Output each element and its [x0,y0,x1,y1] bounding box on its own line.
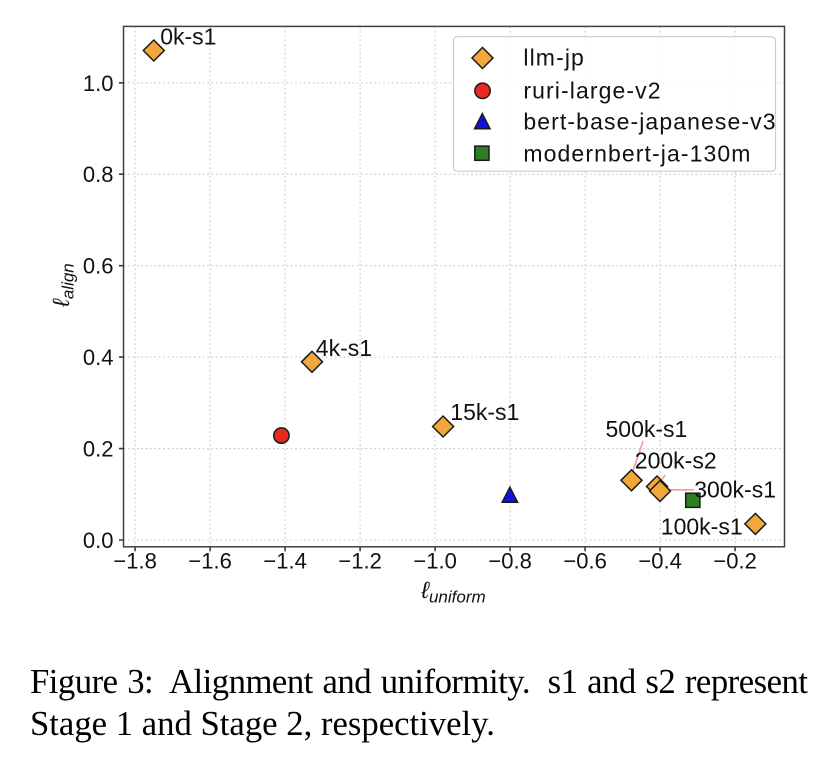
svg-text:0.6: 0.6 [83,254,114,279]
svg-text:0k-s1: 0k-s1 [160,24,216,50]
svg-text:15k-s1: 15k-s1 [450,399,519,425]
svg-text:200k-s2: 200k-s2 [635,448,717,474]
svg-text:modernbert-ja-130m: modernbert-ja-130m [523,140,751,166]
svg-text:100k-s1: 100k-s1 [661,514,743,540]
svg-text:−1.0: −1.0 [413,549,456,574]
svg-text:0.0: 0.0 [83,528,114,553]
svg-text:0.2: 0.2 [83,437,114,462]
svg-text:0.4: 0.4 [83,345,114,370]
svg-text:−0.8: −0.8 [488,549,531,574]
svg-text:−1.4: −1.4 [263,549,306,574]
svg-text:4k-s1: 4k-s1 [316,335,372,361]
svg-text:ruri-large-v2: ruri-large-v2 [523,77,661,103]
svg-text:300k-s1: 300k-s1 [694,477,776,503]
svg-text:−0.6: −0.6 [563,549,606,574]
svg-text:llm-jp: llm-jp [523,45,585,71]
svg-text:−1.8: −1.8 [113,549,156,574]
svg-text:0.8: 0.8 [83,162,114,187]
svg-text:500k-s1: 500k-s1 [606,416,688,442]
svg-text:−1.6: −1.6 [188,549,231,574]
svg-text:−0.4: −0.4 [638,549,681,574]
svg-text:−1.2: −1.2 [338,549,381,574]
svg-text:ℓalign: ℓalign [48,263,78,308]
svg-text:bert-base-japanese-v3: bert-base-japanese-v3 [523,108,776,134]
svg-text:−0.2: −0.2 [713,549,756,574]
svg-text:1.0: 1.0 [83,71,114,96]
